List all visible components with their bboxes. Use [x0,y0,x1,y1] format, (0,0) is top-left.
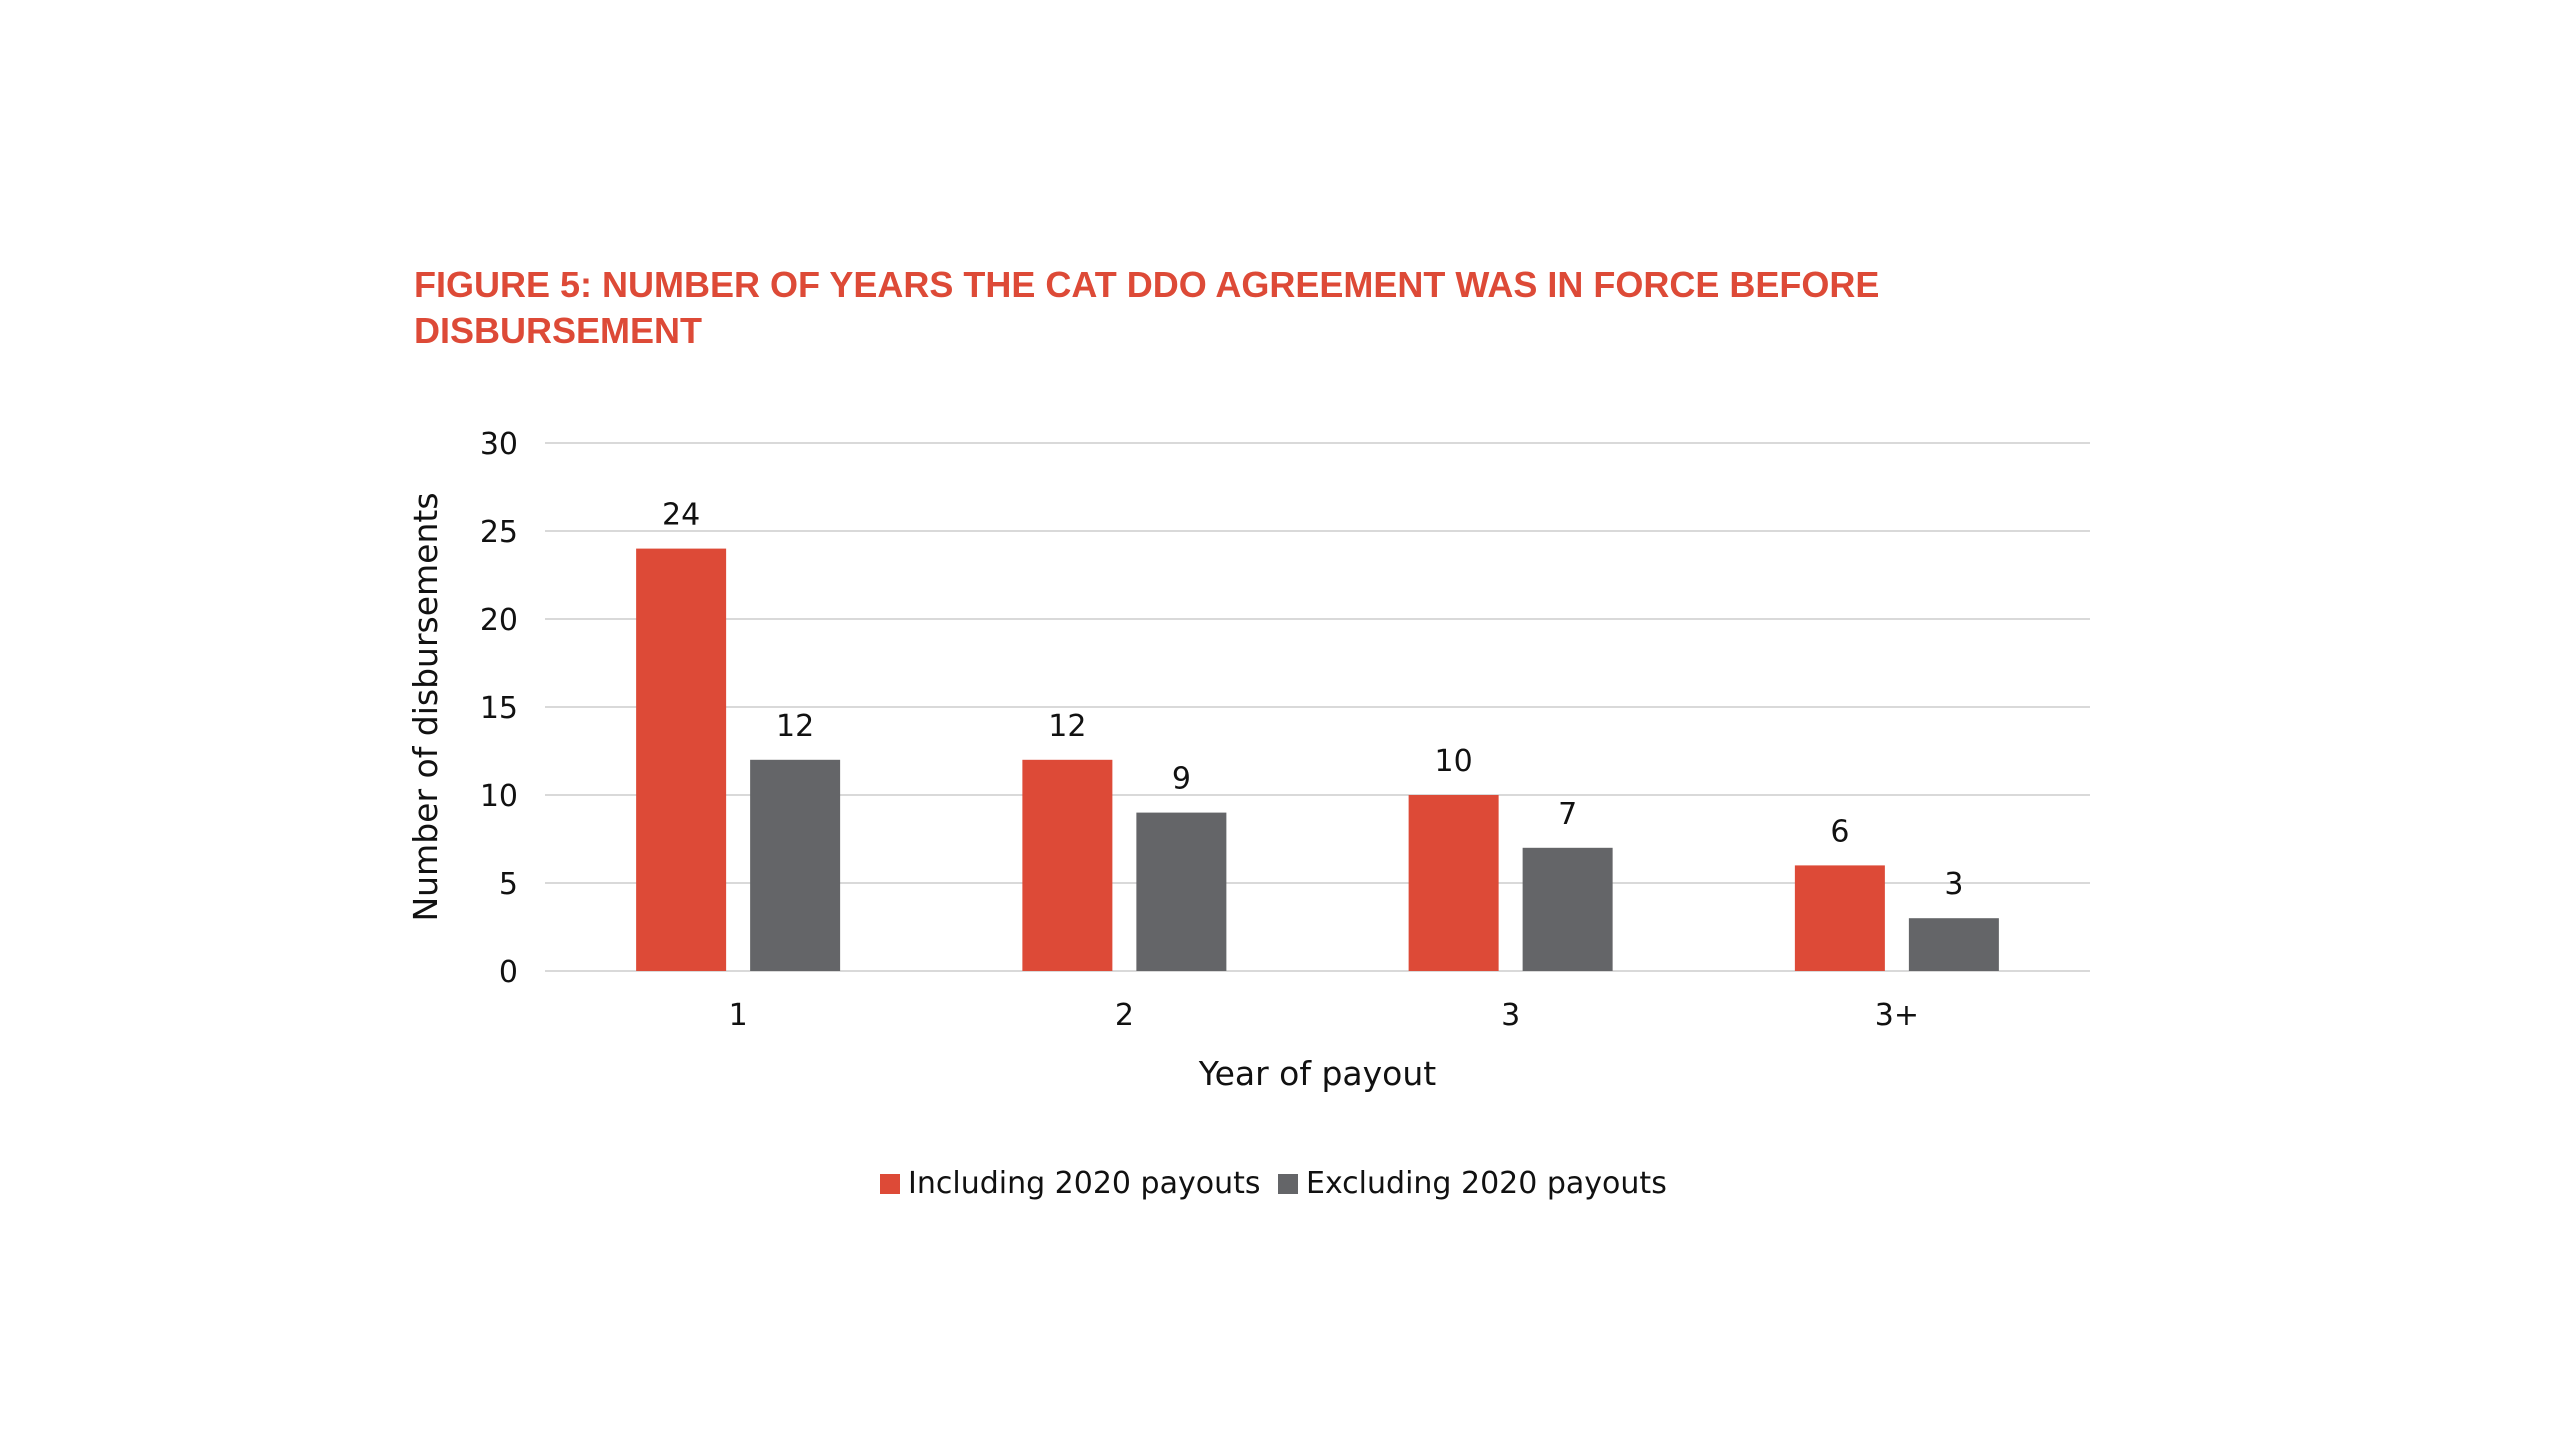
x-axis-ticks: 1 2 3 3+ [729,998,1919,1033]
y-tick-label: 10 [480,779,518,814]
bar-excluding-3+ [1908,918,1999,971]
y-tick-label: 30 [480,427,518,462]
bar-excluding-3 [1522,847,1613,971]
y-tick-label: 0 [499,955,518,990]
data-label: 12 [1048,709,1086,744]
x-axis-title: Year of payout [1198,1054,1436,1093]
data-label: 9 [1172,762,1191,797]
y-axis-title: Number of disbursements [406,492,445,921]
bar-excluding-2 [1136,812,1227,971]
data-labels: 24 12 12 9 10 7 6 3 [662,498,1963,903]
x-tick-label: 3+ [1875,998,1919,1033]
data-label: 24 [662,498,700,533]
y-axis-ticks: 0 5 10 15 20 25 30 [480,427,518,990]
legend-swatch [1278,1174,1298,1194]
data-label: 7 [1558,797,1577,832]
y-tick-label: 25 [480,515,518,550]
y-tick-label: 5 [499,867,518,902]
x-tick-label: 3 [1501,998,1520,1033]
legend-label: Including 2020 payouts [908,1166,1261,1201]
bar-including-1 [636,548,727,971]
bar-excluding-1 [750,759,841,971]
bar-including-3+ [1794,865,1885,971]
bar-including-3 [1408,795,1499,971]
data-label: 6 [1830,814,1849,849]
legend-label: Excluding 2020 payouts [1306,1166,1667,1201]
data-label: 10 [1435,744,1473,779]
y-tick-label: 15 [480,691,518,726]
bars [636,548,1999,971]
data-label: 3 [1944,867,1963,902]
legend: Including 2020 payouts Excluding 2020 pay… [880,1166,1667,1201]
data-label: 12 [776,709,814,744]
bar-including-2 [1022,759,1113,971]
x-tick-label: 2 [1115,998,1134,1033]
x-tick-label: 1 [729,998,748,1033]
chart-title: FIGURE 5: NUMBER OF YEARS THE CAT DDO AG… [414,264,1880,351]
y-tick-label: 20 [480,603,518,638]
legend-swatch [880,1174,900,1194]
